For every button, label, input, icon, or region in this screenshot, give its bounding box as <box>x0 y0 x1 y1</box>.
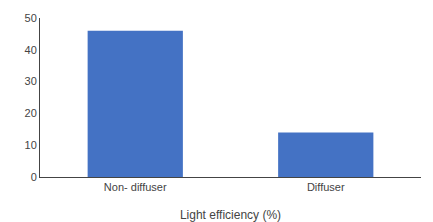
svg-text:20: 20 <box>25 107 37 119</box>
svg-text:40: 40 <box>25 44 37 56</box>
svg-text:Non- diffuser: Non- diffuser <box>104 181 167 193</box>
svg-text:50: 50 <box>25 12 37 24</box>
svg-text:30: 30 <box>25 75 37 87</box>
svg-text:Light efficiency (%): Light efficiency (%) <box>180 208 281 222</box>
svg-text:0: 0 <box>31 171 37 183</box>
svg-text:Diffuser: Diffuser <box>307 181 345 193</box>
svg-text:10: 10 <box>25 139 37 151</box>
